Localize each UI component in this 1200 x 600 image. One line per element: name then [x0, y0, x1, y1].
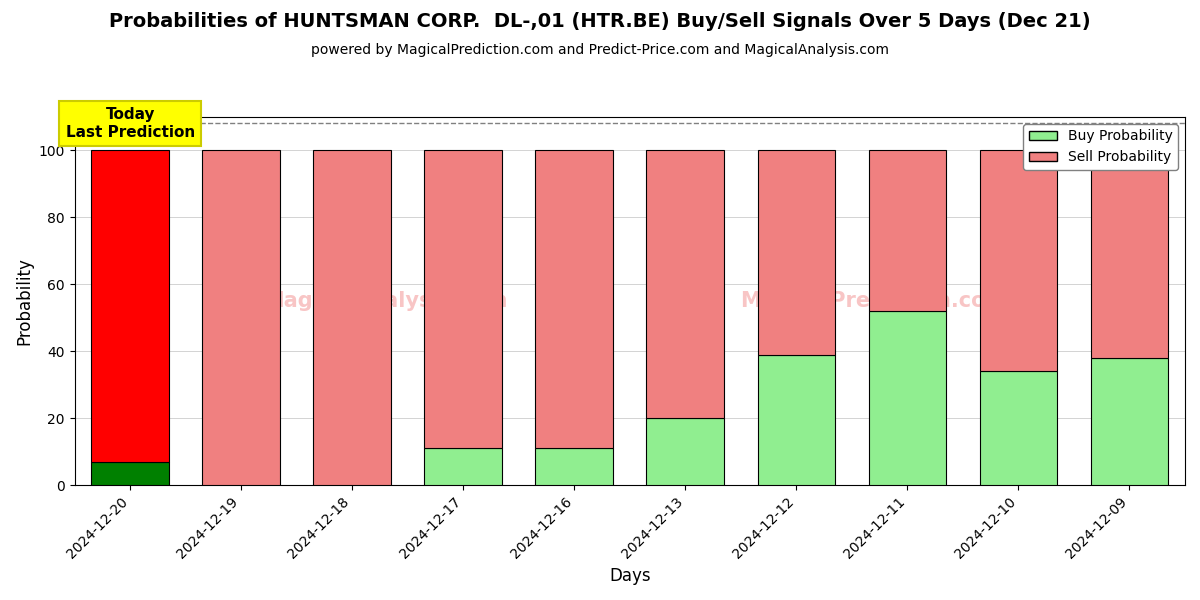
Bar	[647, 418, 725, 485]
Bar	[757, 355, 835, 485]
Bar	[979, 150, 1057, 371]
Text: Today
Last Prediction: Today Last Prediction	[66, 107, 194, 140]
Bar	[757, 150, 835, 355]
Text: powered by MagicalPrediction.com and Predict-Price.com and MagicalAnalysis.com: powered by MagicalPrediction.com and Pre…	[311, 43, 889, 57]
Bar	[869, 311, 947, 485]
Bar	[313, 150, 391, 485]
Text: MagicalPrediction.com: MagicalPrediction.com	[740, 291, 1008, 311]
Bar	[535, 448, 613, 485]
Text: MagicalAnalysis.com: MagicalAnalysis.com	[263, 291, 508, 311]
Bar	[425, 150, 502, 448]
Bar	[1091, 358, 1169, 485]
X-axis label: Days: Days	[610, 567, 650, 585]
Y-axis label: Probability: Probability	[16, 257, 34, 345]
Bar	[91, 462, 169, 485]
Bar	[647, 150, 725, 418]
Bar	[425, 448, 502, 485]
Text: Probabilities of HUNTSMAN CORP.  DL-,01 (HTR.BE) Buy/Sell Signals Over 5 Days (D: Probabilities of HUNTSMAN CORP. DL-,01 (…	[109, 12, 1091, 31]
Bar	[979, 371, 1057, 485]
Bar	[203, 150, 280, 485]
Bar	[91, 150, 169, 462]
Bar	[535, 150, 613, 448]
Bar	[1091, 150, 1169, 358]
Bar	[869, 150, 947, 311]
Legend: Buy Probability, Sell Probability: Buy Probability, Sell Probability	[1024, 124, 1178, 170]
